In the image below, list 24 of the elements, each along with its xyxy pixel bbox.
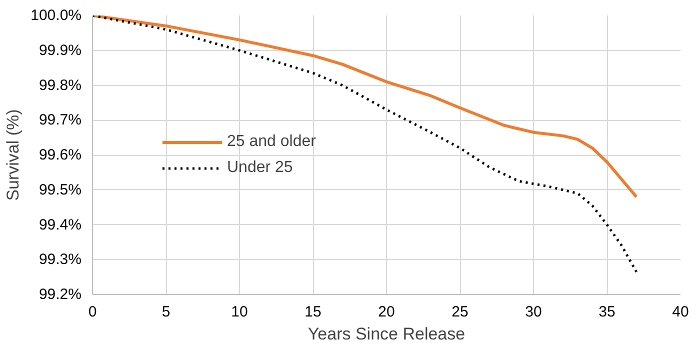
y-tick-label: 99.2% bbox=[38, 286, 82, 303]
line-series bbox=[92, 16, 638, 274]
x-tick-label: 15 bbox=[304, 304, 322, 320]
x-tick-label: 5 bbox=[162, 304, 170, 320]
line-series bbox=[92, 16, 638, 198]
x-axis-title: Years Since Release bbox=[308, 324, 466, 344]
y-tick-label: 99.4% bbox=[38, 216, 82, 234]
x-tick-label: 0 bbox=[88, 304, 97, 320]
y-axis-title: Survival (%) bbox=[4, 109, 23, 201]
x-tick-label: 20 bbox=[378, 304, 395, 320]
x-tick-label: 10 bbox=[231, 304, 248, 320]
y-tick-label: 99.6% bbox=[38, 146, 82, 164]
y-tick-label: 99.9% bbox=[38, 42, 82, 59]
x-tick-label: 30 bbox=[525, 304, 542, 320]
legend-label: Under 25 bbox=[227, 158, 293, 176]
y-tick-label: 99.7% bbox=[38, 112, 82, 129]
legend-label: 25 and older bbox=[227, 132, 316, 150]
y-tick-label: 99.3% bbox=[38, 251, 82, 268]
x-tick-label: 35 bbox=[598, 304, 616, 320]
y-tick-label: 99.5% bbox=[38, 181, 82, 198]
x-tick-label: 40 bbox=[672, 304, 689, 320]
y-tick-label: 99.8% bbox=[38, 76, 82, 94]
x-tick-label: 25 bbox=[452, 304, 468, 320]
y-tick-label: 100.0% bbox=[30, 7, 82, 24]
